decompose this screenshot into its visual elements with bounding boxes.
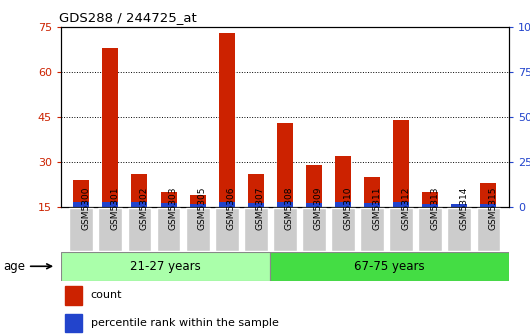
Bar (364, 177, 380, 207)
Bar (248, 203, 264, 207)
FancyBboxPatch shape (273, 208, 297, 251)
Bar (335, 156, 351, 207)
Text: GSM5309: GSM5309 (314, 187, 323, 230)
Bar (219, 33, 235, 207)
Bar (65, 314, 82, 332)
Bar (335, 202, 351, 207)
Bar (248, 174, 264, 207)
Text: GSM5312: GSM5312 (401, 187, 410, 230)
Bar (102, 202, 118, 207)
FancyBboxPatch shape (157, 208, 181, 251)
Text: GSM5306: GSM5306 (227, 187, 236, 230)
Bar (481, 204, 497, 207)
Bar (73, 180, 89, 207)
FancyBboxPatch shape (215, 208, 238, 251)
Bar (190, 195, 206, 207)
Bar (270, 252, 509, 281)
Bar (65, 286, 82, 304)
FancyBboxPatch shape (186, 208, 209, 251)
Bar (452, 204, 467, 207)
Bar (277, 123, 293, 207)
Bar (61, 252, 270, 281)
Text: GSM5313: GSM5313 (430, 187, 439, 230)
Text: GSM5314: GSM5314 (460, 187, 469, 230)
Text: 21-27 years: 21-27 years (130, 260, 201, 273)
Bar (161, 203, 176, 207)
Bar (73, 202, 89, 207)
Bar (364, 203, 380, 207)
Text: percentile rank within the sample: percentile rank within the sample (91, 318, 278, 328)
Text: GSM5310: GSM5310 (343, 187, 352, 230)
Bar (452, 204, 467, 207)
Text: count: count (91, 290, 122, 300)
Bar (393, 120, 409, 207)
FancyBboxPatch shape (389, 208, 413, 251)
Bar (190, 204, 206, 207)
Bar (277, 202, 293, 207)
Bar (422, 204, 438, 207)
Text: GSM5303: GSM5303 (169, 187, 178, 230)
FancyBboxPatch shape (418, 208, 442, 251)
FancyBboxPatch shape (331, 208, 355, 251)
Text: GSM5308: GSM5308 (285, 187, 294, 230)
Text: GSM5311: GSM5311 (372, 187, 381, 230)
Text: GDS288 / 244725_at: GDS288 / 244725_at (59, 11, 197, 24)
Bar (102, 48, 118, 207)
Bar (306, 203, 322, 207)
Bar (306, 165, 322, 207)
Text: GSM5315: GSM5315 (489, 187, 498, 230)
Text: GSM5302: GSM5302 (139, 187, 148, 230)
Bar (481, 183, 497, 207)
Bar (219, 202, 235, 207)
Bar (161, 192, 176, 207)
FancyBboxPatch shape (476, 208, 500, 251)
Text: GSM5305: GSM5305 (198, 187, 207, 230)
FancyBboxPatch shape (128, 208, 152, 251)
FancyBboxPatch shape (360, 208, 384, 251)
Bar (131, 174, 147, 207)
Bar (393, 202, 409, 207)
Text: GSM5300: GSM5300 (81, 187, 90, 230)
Bar (131, 202, 147, 207)
Bar (422, 192, 438, 207)
Text: GSM5307: GSM5307 (256, 187, 265, 230)
FancyBboxPatch shape (302, 208, 326, 251)
FancyBboxPatch shape (99, 208, 122, 251)
FancyBboxPatch shape (69, 208, 93, 251)
FancyBboxPatch shape (447, 208, 471, 251)
Text: age: age (3, 260, 51, 273)
Text: GSM5301: GSM5301 (110, 187, 119, 230)
FancyBboxPatch shape (244, 208, 268, 251)
Text: 67-75 years: 67-75 years (354, 260, 425, 273)
